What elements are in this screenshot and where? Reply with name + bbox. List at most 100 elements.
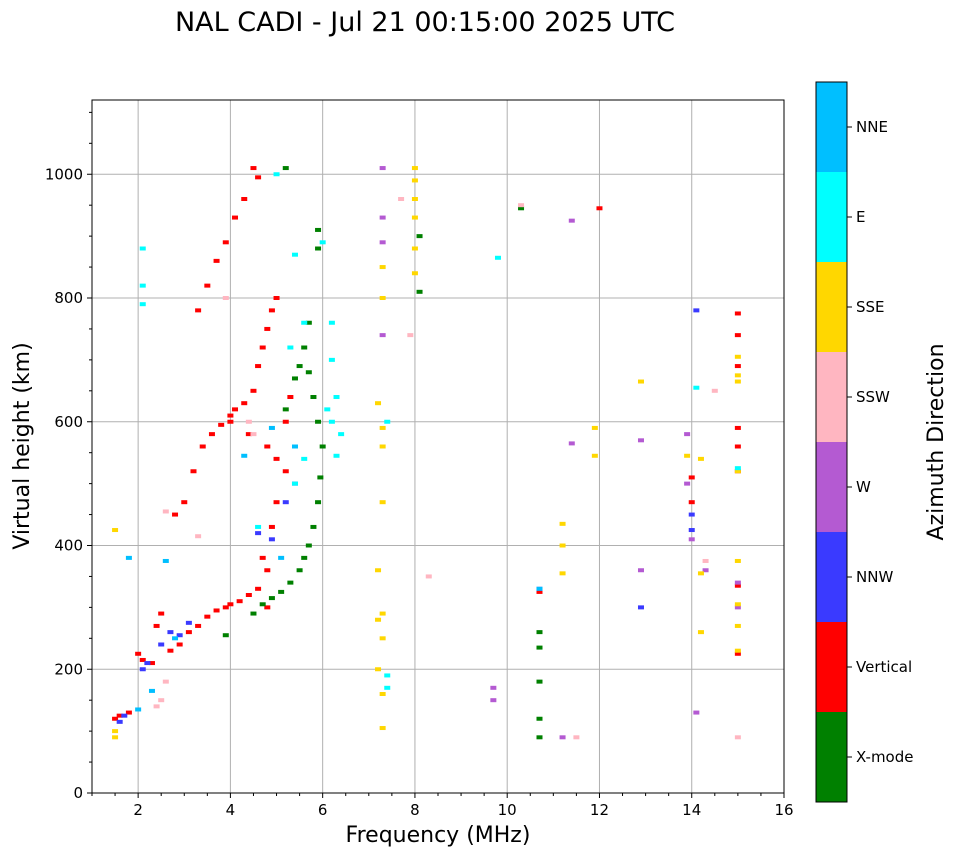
data-point-sse <box>734 354 741 359</box>
data-point-nne <box>135 707 142 712</box>
data-point-sse <box>411 271 418 276</box>
data-point-vertical <box>734 583 741 588</box>
x-axis-label: Frequency (MHz) <box>346 823 531 848</box>
data-point-ssw <box>425 574 432 579</box>
data-point-vertical <box>213 608 220 613</box>
y-tick-label: 600 <box>54 413 83 431</box>
data-point-vertical <box>734 444 741 449</box>
data-point-x-mode <box>222 633 229 638</box>
y-tick-label: 400 <box>54 537 83 555</box>
data-point-ssw <box>398 197 405 201</box>
data-point-sse <box>411 246 418 251</box>
colorbar-label: Azimuth Direction <box>924 343 949 540</box>
data-point-vertical <box>148 661 155 666</box>
data-point-x-mode <box>291 376 298 381</box>
colorbar-segment <box>816 442 847 532</box>
data-point-e <box>384 685 391 690</box>
data-point-vertical <box>153 623 160 628</box>
data-point-nnw <box>176 633 183 638</box>
data-point-vertical <box>273 500 280 505</box>
data-point-nnw <box>268 537 275 542</box>
data-point-sse <box>379 636 386 641</box>
data-point-w <box>379 166 386 171</box>
data-point-vertical <box>282 469 289 474</box>
data-point-ssw <box>573 735 580 740</box>
data-point-vertical <box>734 311 741 316</box>
data-point-vertical <box>264 326 271 331</box>
data-point-sse <box>559 521 566 526</box>
data-point-x-mode <box>250 611 257 616</box>
data-point-ssw <box>250 432 257 437</box>
data-point-nne <box>162 558 169 563</box>
data-point-sse <box>559 571 566 576</box>
data-point-vertical <box>176 642 183 647</box>
data-point-vertical <box>241 197 248 201</box>
data-point-x-mode <box>301 345 308 350</box>
data-point-sse <box>697 630 704 635</box>
data-point-x-mode <box>315 246 322 251</box>
x-tick-label: 12 <box>590 801 609 819</box>
data-point-vertical <box>245 432 252 437</box>
data-point-e <box>734 466 741 471</box>
data-point-vertical <box>264 444 271 449</box>
data-point-x-mode <box>315 419 322 424</box>
data-point-nnw <box>688 512 695 517</box>
data-point-e <box>291 252 298 257</box>
data-point-e <box>139 283 146 288</box>
data-point-vertical <box>688 475 695 480</box>
data-point-sse <box>411 166 418 171</box>
data-point-e <box>328 419 335 424</box>
data-point-vertical <box>734 651 741 656</box>
y-axis-label: Virtual height (km) <box>10 342 35 549</box>
data-point-nne <box>278 555 285 560</box>
data-point-ssw <box>734 735 741 740</box>
data-point-sse <box>559 543 566 548</box>
data-point-w <box>490 698 497 703</box>
data-point-x-mode <box>518 206 525 211</box>
data-point-ssw <box>711 388 718 393</box>
colorbar-tick-label: E <box>856 208 865 226</box>
x-tick-label: 4 <box>226 801 236 819</box>
data-point-vertical <box>204 283 211 288</box>
data-point-sse <box>591 453 598 458</box>
data-point-vertical <box>596 206 603 211</box>
data-point-sse <box>379 611 386 616</box>
data-point-x-mode <box>536 630 543 635</box>
data-point-vertical <box>734 425 741 430</box>
x-tick-label: 14 <box>682 801 701 819</box>
data-point-sse <box>734 373 741 378</box>
data-point-vertical <box>208 432 215 437</box>
data-point-vertical <box>232 407 239 412</box>
data-point-vertical <box>181 500 188 505</box>
chart-title: NAL CADI - Jul 21 00:15:00 2025 UTC <box>175 7 675 38</box>
data-point-e <box>384 419 391 424</box>
data-point-e <box>494 255 501 260</box>
y-tick-label: 200 <box>54 660 83 678</box>
data-point-nnw <box>185 620 192 625</box>
data-point-vertical <box>536 589 543 594</box>
data-point-nne <box>536 586 543 591</box>
data-point-nnw <box>282 500 289 505</box>
data-points <box>112 166 741 740</box>
colorbar-segment <box>816 172 847 262</box>
colorbar-tick-label: SSW <box>856 388 890 406</box>
data-point-vertical <box>250 388 257 393</box>
data-point-nnw <box>693 308 700 313</box>
data-point-e <box>333 453 340 458</box>
data-point-vertical <box>222 605 229 610</box>
colorbar-tick-label: W <box>856 478 871 496</box>
data-point-vertical <box>190 469 197 474</box>
data-point-vertical <box>204 614 211 619</box>
data-point-w <box>684 481 691 486</box>
data-point-x-mode <box>536 716 543 721</box>
data-point-e <box>273 172 280 177</box>
data-point-x-mode <box>319 444 326 449</box>
data-point-x-mode <box>536 645 543 650</box>
data-point-e <box>301 320 308 325</box>
data-point-e <box>324 407 331 412</box>
x-tick-label: 16 <box>774 801 793 819</box>
x-axis-ticks: 2 4 6 8 10 12 14 16 <box>91 793 794 819</box>
data-point-vertical <box>734 333 741 338</box>
data-point-nne <box>241 453 248 458</box>
